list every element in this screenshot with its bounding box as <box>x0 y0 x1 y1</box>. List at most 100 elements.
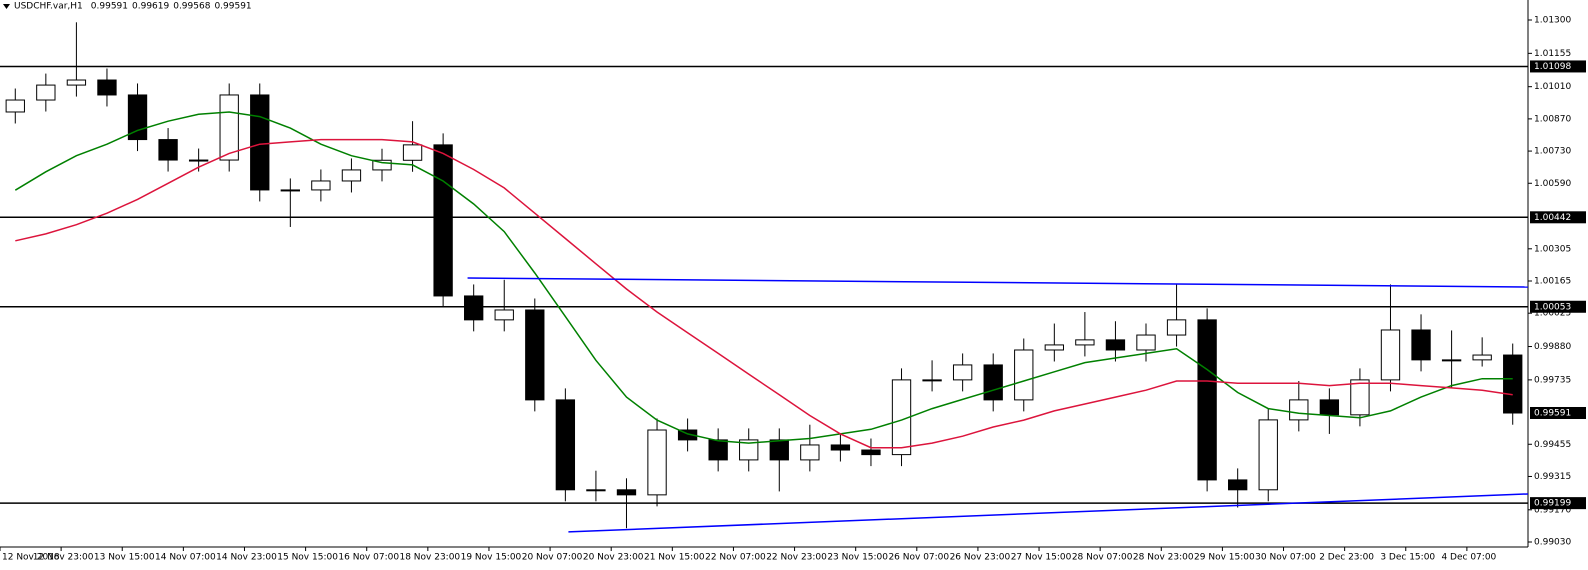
candle-body <box>188 159 209 162</box>
candle-body <box>952 364 973 381</box>
candle-body <box>1472 354 1492 361</box>
candle-body <box>158 139 178 161</box>
candle-body <box>586 489 606 492</box>
x-tick-label: 2 Dec 23:00 <box>1319 553 1374 563</box>
moving-average <box>14 111 1513 444</box>
candle-body <box>433 144 453 297</box>
level-label: 0.99199 <box>1534 499 1571 509</box>
x-tick-label: 21 Nov 15:00 <box>644 553 705 563</box>
candle-body <box>1166 319 1187 336</box>
x-tick-label: 29 Nov 15:00 <box>1194 553 1255 563</box>
candle-body <box>1075 339 1095 346</box>
candle-body <box>402 144 423 161</box>
level-label: 1.00442 <box>1534 213 1571 223</box>
candle-body <box>311 180 331 191</box>
x-tick-label: 19 Nov 15:00 <box>461 553 522 563</box>
level-box <box>1530 497 1586 510</box>
candle-body <box>464 295 484 321</box>
candle-body <box>677 429 698 441</box>
candle-body <box>1319 399 1340 416</box>
x-tick-label: 28 Nov 23:00 <box>1133 553 1194 563</box>
menu-triangle <box>3 4 10 9</box>
candle-body <box>219 94 239 161</box>
x-tick-label: 12 Nov 2018 <box>2 553 60 563</box>
candle-body <box>922 379 942 382</box>
candle-body <box>830 444 851 451</box>
y-tick-label: 1.01155 <box>1534 49 1571 59</box>
current-price-label: 0.99591 <box>1534 408 1571 418</box>
x-tick-label: 14 Nov 07:00 <box>155 553 216 563</box>
y-tick-label: 1.00165 <box>1534 277 1571 287</box>
candle-body <box>1258 419 1278 491</box>
candle-body <box>5 99 25 113</box>
candle-body <box>66 79 87 86</box>
x-tick-label: 27 Nov 15:00 <box>1011 553 1072 563</box>
candle-body <box>280 189 300 192</box>
x-tick-label: 20 Nov 07:00 <box>522 553 583 563</box>
header-value: 0.99568 <box>173 2 210 12</box>
x-tick-label: 15 Nov 15:00 <box>277 553 338 563</box>
candle-body <box>341 169 362 182</box>
candle-body <box>1136 334 1156 351</box>
candle-body <box>983 364 1003 401</box>
y-tick-label: 0.99880 <box>1534 342 1571 352</box>
x-tick-label: 26 Nov 23:00 <box>950 553 1011 563</box>
y-tick-label: 1.00305 <box>1534 244 1571 254</box>
level-label: 1.01098 <box>1534 62 1571 72</box>
candle-body <box>1380 329 1401 381</box>
y-tick-label: 1.00870 <box>1534 114 1571 124</box>
y-tick-label: 0.99455 <box>1534 440 1571 450</box>
y-tick-label: 1.00730 <box>1534 147 1571 157</box>
candle-body <box>800 444 820 461</box>
x-tick-label: 20 Nov 23:00 <box>583 553 644 563</box>
x-tick-label: 22 Nov 23:00 <box>766 553 827 563</box>
x-tick-label: 22 Nov 07:00 <box>705 553 766 563</box>
candle-body <box>36 84 56 101</box>
candle-body <box>1411 329 1431 361</box>
candle-body <box>861 449 881 456</box>
candle-body <box>250 94 270 191</box>
y-tick-label: 1.00025 <box>1534 309 1571 319</box>
candle-body <box>1228 479 1248 491</box>
level-box <box>1530 60 1586 73</box>
x-tick-label: 3 Dec 15:00 <box>1380 553 1435 563</box>
candle-body <box>1289 399 1309 421</box>
level-box <box>1530 211 1586 224</box>
x-tick-label: 13 Nov 15:00 <box>94 553 155 563</box>
candle-body <box>1105 339 1126 351</box>
header-value: 0.99591 <box>214 2 251 12</box>
x-tick-label: 23 Nov 15:00 <box>827 553 888 563</box>
y-tick-label: 0.99315 <box>1534 472 1571 482</box>
candle-body <box>555 399 576 491</box>
candle-body <box>1014 349 1034 401</box>
trendline <box>467 277 1529 288</box>
moving-average <box>15 138 1513 449</box>
level-label: 1.00053 <box>1534 302 1571 312</box>
candle-body <box>1441 359 1462 362</box>
candle-body <box>708 439 728 461</box>
candle-body <box>1503 354 1523 414</box>
x-tick-label: 16 Nov 07:00 <box>338 553 399 563</box>
y-tick-label: 1.01300 <box>1534 16 1571 26</box>
candle-body <box>494 309 514 321</box>
x-tick-label: 4 Dec 07:00 <box>1441 553 1496 563</box>
y-tick-label: 0.99030 <box>1534 538 1571 548</box>
y-tick-label: 0.99735 <box>1534 375 1571 385</box>
x-tick-label: 12 Nov 23:00 <box>33 553 94 563</box>
trendline <box>568 493 1529 533</box>
candle-body <box>739 439 759 461</box>
candle-body <box>1044 344 1064 351</box>
candle-body <box>1197 319 1217 481</box>
candle-body <box>647 429 667 496</box>
y-tick-label: 1.00590 <box>1534 179 1571 189</box>
x-tick-label: 30 Nov 07:00 <box>1255 553 1316 563</box>
candle-body <box>1350 379 1370 416</box>
x-tick-label: 14 Nov 23:00 <box>216 553 277 563</box>
y-tick-label: 1.01010 <box>1534 82 1571 92</box>
y-tick-label: 0.99170 <box>1534 505 1571 515</box>
x-tick-label: 26 Nov 07:00 <box>888 553 949 563</box>
x-tick-label: 18 Nov 23:00 <box>399 553 460 563</box>
candle-body <box>372 159 392 171</box>
header-value: 0.99619 <box>132 2 169 12</box>
